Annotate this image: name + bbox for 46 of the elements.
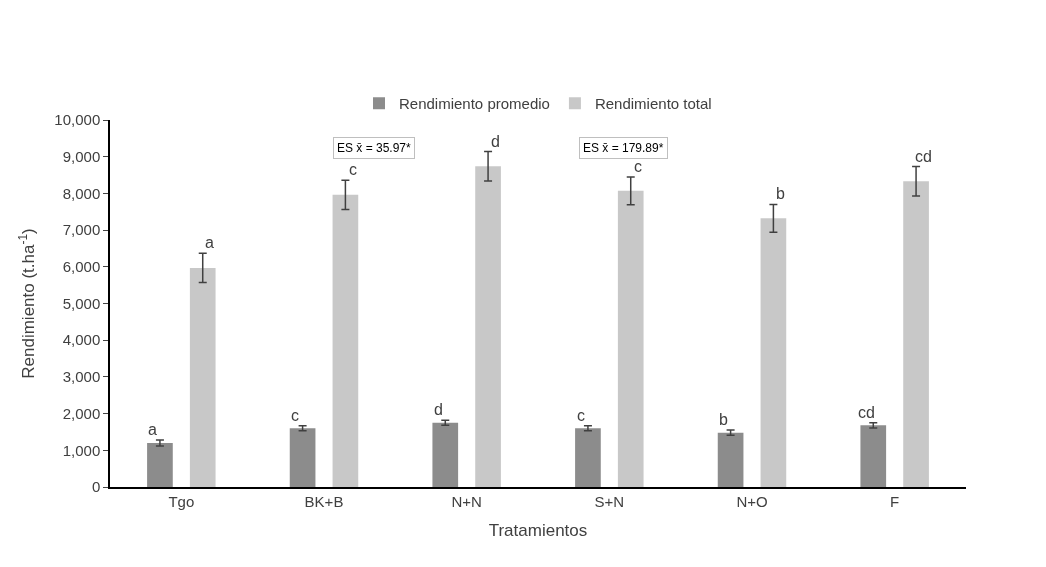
bar — [189, 267, 216, 487]
bar — [289, 428, 316, 487]
data-label: c — [634, 158, 642, 175]
x-tick-label: BK+B — [304, 492, 344, 510]
y-tick-label: 7,000 — [62, 221, 101, 239]
data-label: b — [719, 411, 728, 428]
bar — [717, 432, 744, 487]
y-tick-label: 9,000 — [62, 147, 101, 165]
data-label: a — [205, 234, 214, 251]
y-tick-label: 2,000 — [62, 404, 101, 422]
data-label: b — [776, 185, 785, 202]
x-tick-label: S+N — [594, 492, 625, 510]
y-tick-label: 3,000 — [62, 368, 101, 386]
annotation: ES x̄ = 35.97* — [337, 141, 412, 155]
data-label: a — [148, 421, 157, 438]
y-tick-label: 4,000 — [62, 331, 101, 349]
y-tick-label: 5,000 — [62, 294, 101, 312]
bar — [760, 218, 787, 487]
bar — [432, 422, 459, 487]
data-label: cd — [915, 148, 932, 165]
x-tick-label: N+O — [736, 492, 768, 510]
x-axis-title: Tratamientos — [488, 520, 588, 540]
bar — [575, 428, 601, 487]
bar — [475, 166, 501, 487]
legend-label: Rendimiento total — [594, 95, 712, 113]
data-label: c — [291, 407, 299, 424]
x-tick-label: N+N — [451, 492, 482, 510]
data-label: c — [349, 161, 357, 178]
data-label: c — [577, 407, 585, 424]
x-tick-label: F — [890, 492, 900, 510]
y-tick-label: 0 — [91, 478, 101, 496]
y-tick-label: 1,000 — [62, 441, 101, 459]
bar — [617, 190, 644, 487]
annotation: ES x̄ = 179.89* — [583, 141, 664, 155]
x-tick-label: Tgo — [168, 492, 195, 510]
y-tick-label: 6,000 — [62, 258, 101, 276]
legend-label: Rendimiento promedio — [399, 95, 550, 113]
bar — [332, 194, 359, 487]
data-label: d — [434, 401, 443, 418]
data-label: d — [491, 133, 500, 150]
y-tick-label: 8,000 — [62, 184, 101, 202]
bar — [860, 425, 887, 487]
bar — [903, 181, 929, 487]
y-tick-label: 10,000 — [54, 111, 101, 129]
data-label: cd — [858, 404, 875, 421]
bar — [147, 442, 173, 487]
